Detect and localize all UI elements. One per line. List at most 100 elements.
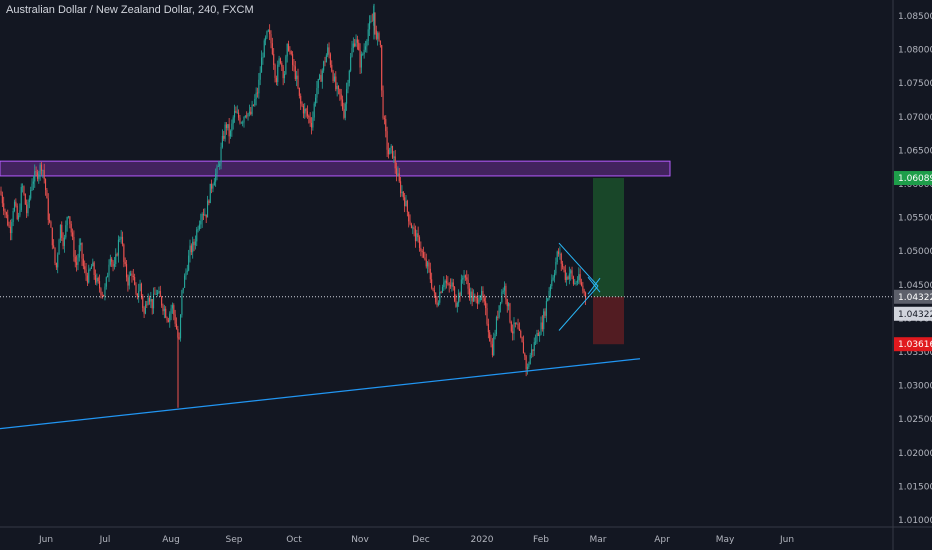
candle-body <box>19 210 21 216</box>
candle-body <box>281 63 283 67</box>
candle-body <box>200 220 202 225</box>
candle-body <box>150 299 152 302</box>
candle-body <box>471 291 473 302</box>
y-tick-label: 1.08000 <box>898 46 932 56</box>
candle-body <box>250 111 252 115</box>
candle-body <box>327 47 329 56</box>
candle-body <box>123 244 125 262</box>
x-tick-label: Jun <box>38 535 53 545</box>
candle-body <box>4 210 6 213</box>
candle-body <box>274 64 276 78</box>
candle-body <box>553 273 556 278</box>
candle-body <box>301 103 303 106</box>
candle-body <box>564 269 566 280</box>
candle-body <box>297 75 299 88</box>
candle-body <box>288 43 290 51</box>
candle-body <box>72 232 74 238</box>
candle-body <box>418 237 421 248</box>
candle-body <box>261 57 263 73</box>
candle-body <box>300 95 302 104</box>
candle-body <box>444 280 446 283</box>
y-tick-label: 1.01500 <box>898 482 932 492</box>
candle-body <box>279 58 281 64</box>
candle-body <box>533 342 535 351</box>
candle-body <box>263 40 265 58</box>
candle-body <box>215 173 217 182</box>
candle-body <box>370 20 372 22</box>
candle-body <box>536 332 538 342</box>
y-tick-label: 1.01000 <box>898 516 932 526</box>
candle-body <box>347 82 349 90</box>
candle-body <box>217 166 219 168</box>
x-tick-label: Dec <box>412 535 429 545</box>
candle-body <box>563 266 565 270</box>
candle-body <box>90 266 92 269</box>
candle-body <box>208 200 210 204</box>
candle-body <box>421 250 423 253</box>
current-price-right-badge: 1.04322 <box>898 310 932 320</box>
candle-body <box>310 122 313 128</box>
candle-body <box>128 275 130 286</box>
candle-body <box>486 308 488 324</box>
candle-body <box>207 200 209 218</box>
candle-body <box>408 211 410 222</box>
x-tick-label: May <box>716 535 735 545</box>
candle-body <box>67 216 70 218</box>
candle-body <box>568 273 570 280</box>
triangle-apex-mark <box>587 276 601 293</box>
candle-body <box>77 257 79 265</box>
candle-body <box>231 123 233 131</box>
candle-body <box>49 219 51 222</box>
candle-body <box>8 225 10 227</box>
candle-body <box>113 263 115 267</box>
candle-body <box>520 330 522 338</box>
candle-body <box>15 201 17 206</box>
candle-body <box>518 328 520 331</box>
candle-body <box>65 225 67 238</box>
candle-body <box>464 275 466 278</box>
candle-body <box>387 149 389 155</box>
candle-body <box>455 300 457 307</box>
candle-body <box>439 292 441 303</box>
candle-body <box>138 291 140 297</box>
triangle-apex-mark <box>587 277 601 295</box>
candle-body <box>482 291 484 299</box>
candle-body <box>478 299 480 304</box>
candle-body <box>173 305 175 315</box>
candle-body <box>275 77 277 83</box>
candle-body <box>433 290 435 293</box>
candle-body <box>460 279 462 296</box>
candle-body <box>171 305 173 309</box>
candle-body <box>343 109 345 118</box>
candle-body <box>96 277 98 283</box>
candle-body <box>269 30 271 35</box>
stop-price-badge: 1.03616 <box>898 340 932 350</box>
candle-body <box>147 298 149 305</box>
candle-body <box>456 303 458 307</box>
candle-body <box>572 276 574 284</box>
candle-body <box>70 223 72 233</box>
x-tick-label: Apr <box>654 535 670 545</box>
candle-body <box>26 204 28 214</box>
candle-body <box>53 245 55 248</box>
candle-body <box>103 294 105 297</box>
candle-body <box>390 145 392 149</box>
candle-body <box>108 264 110 276</box>
candle-body <box>321 70 323 82</box>
candle-body <box>320 75 322 82</box>
candle-body <box>181 290 183 315</box>
candle-body <box>247 113 249 117</box>
candle-body <box>24 193 26 205</box>
candle-body <box>285 56 287 75</box>
candle-body <box>186 270 188 272</box>
candle-body <box>130 273 132 276</box>
candle-body <box>267 30 269 32</box>
candle-body <box>424 257 426 260</box>
candle-body <box>525 356 527 370</box>
current-price-badge-bg <box>894 289 932 304</box>
candle-body <box>512 331 514 334</box>
candle-body <box>470 291 472 298</box>
candle-body <box>246 115 248 117</box>
